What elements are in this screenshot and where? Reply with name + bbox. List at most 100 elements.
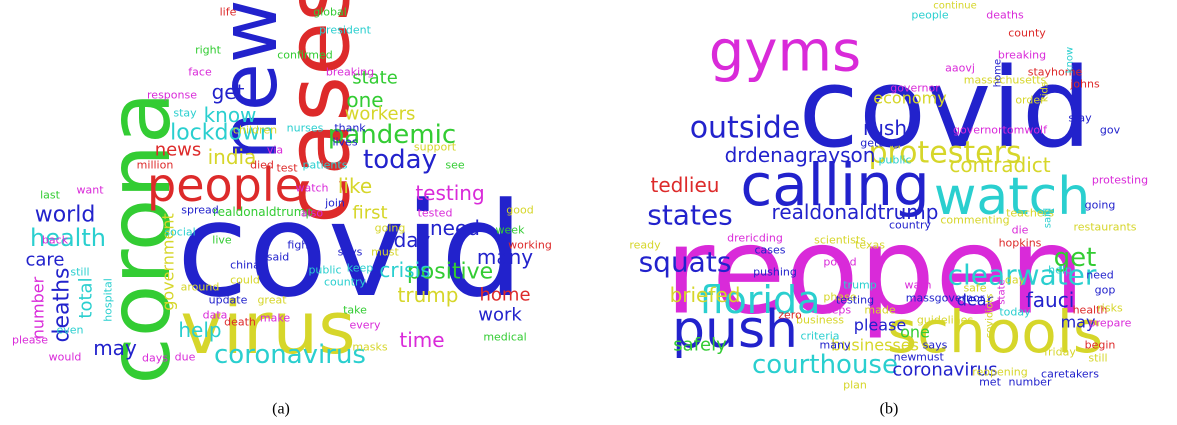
word: via bbox=[267, 144, 283, 157]
word: coronavirus bbox=[892, 360, 997, 381]
word: tedlieu bbox=[651, 173, 720, 197]
word: breaking bbox=[998, 49, 1046, 62]
word: coronavirus bbox=[214, 340, 366, 370]
word: days bbox=[142, 352, 168, 365]
word: commenting bbox=[940, 214, 1009, 227]
word: gyms bbox=[709, 20, 861, 85]
word: take bbox=[343, 304, 367, 317]
word: governor bbox=[890, 82, 940, 95]
word: new bbox=[205, 0, 295, 161]
word: care bbox=[25, 250, 64, 271]
word: life bbox=[220, 6, 237, 19]
word: every bbox=[349, 319, 381, 332]
word: need bbox=[1086, 269, 1114, 282]
word: rush bbox=[863, 116, 907, 140]
word: good bbox=[506, 204, 533, 217]
word: need bbox=[430, 216, 480, 240]
word: join bbox=[324, 197, 345, 210]
word: last bbox=[40, 189, 61, 202]
word: update bbox=[209, 294, 248, 307]
word: home bbox=[479, 285, 530, 306]
word: china bbox=[230, 259, 260, 272]
word: phase bbox=[823, 291, 856, 304]
word: like bbox=[338, 174, 372, 198]
word: people bbox=[147, 158, 303, 212]
word: want bbox=[76, 184, 104, 197]
word: realdonaldtrump bbox=[772, 200, 939, 224]
word: protesters bbox=[868, 136, 1021, 171]
word: county bbox=[1008, 27, 1046, 40]
word: covid bbox=[798, 44, 1091, 172]
word: scientists bbox=[814, 234, 866, 247]
word: texas bbox=[855, 239, 885, 252]
word: covid bbox=[177, 174, 524, 326]
word: lives bbox=[332, 136, 357, 149]
word: deaths bbox=[50, 267, 75, 342]
word: get bbox=[212, 80, 245, 104]
word: fight bbox=[287, 239, 313, 252]
word: today bbox=[999, 306, 1031, 319]
word: week bbox=[496, 224, 526, 237]
word: said bbox=[1043, 208, 1054, 228]
word: trump bbox=[843, 279, 877, 292]
word: due bbox=[175, 351, 196, 364]
word: continue bbox=[933, 1, 976, 12]
word: drericding bbox=[727, 232, 783, 245]
word: zero bbox=[778, 309, 802, 322]
word: nurses bbox=[287, 122, 324, 135]
word: risks bbox=[1097, 302, 1123, 315]
word: dear bbox=[957, 291, 994, 310]
word: data bbox=[203, 309, 228, 322]
word: still bbox=[70, 266, 89, 279]
word: teachers bbox=[1006, 207, 1054, 220]
word: would bbox=[49, 351, 82, 364]
word: may bbox=[93, 336, 137, 360]
word: squats bbox=[639, 246, 732, 279]
word: around bbox=[181, 281, 220, 294]
word: support bbox=[414, 141, 457, 154]
word: number bbox=[29, 276, 48, 339]
word: total bbox=[76, 277, 97, 318]
word: please bbox=[12, 334, 48, 347]
word: make bbox=[260, 312, 290, 325]
word: contradict bbox=[949, 153, 1050, 177]
word: country bbox=[324, 276, 367, 289]
word: please bbox=[854, 316, 906, 335]
word: news bbox=[155, 140, 202, 161]
word: made bbox=[864, 304, 895, 317]
word: patients bbox=[303, 159, 348, 172]
word: must bbox=[916, 351, 944, 364]
word: breaking bbox=[326, 66, 374, 79]
word: social bbox=[164, 226, 195, 239]
word: business bbox=[796, 314, 844, 327]
word: calling bbox=[740, 151, 929, 219]
word: safe bbox=[963, 282, 986, 295]
word: thank bbox=[334, 122, 366, 135]
word: restaurants bbox=[1073, 221, 1136, 234]
word: florida bbox=[700, 278, 821, 322]
word: keeps bbox=[819, 304, 851, 317]
word: warn bbox=[904, 279, 931, 292]
word: tested bbox=[418, 207, 453, 220]
word: public bbox=[878, 154, 911, 167]
word: massgovernor bbox=[906, 292, 985, 305]
word: clearwater bbox=[948, 259, 1097, 292]
word: getting bbox=[860, 137, 899, 150]
word: covidiots bbox=[985, 294, 996, 339]
word: confirmed bbox=[277, 49, 332, 62]
word: number bbox=[1009, 376, 1052, 389]
word: posed bbox=[823, 256, 856, 269]
word: million bbox=[137, 159, 174, 172]
word: die bbox=[1012, 224, 1029, 237]
word: states bbox=[647, 199, 733, 232]
word: prepare bbox=[1089, 317, 1132, 330]
caption: (a) bbox=[272, 401, 290, 418]
word: know bbox=[204, 103, 257, 127]
word: gov bbox=[1100, 124, 1121, 137]
word: live bbox=[212, 234, 232, 247]
word: pandemic bbox=[328, 120, 456, 150]
word: crisis bbox=[379, 258, 430, 282]
word: pushing bbox=[753, 266, 797, 279]
